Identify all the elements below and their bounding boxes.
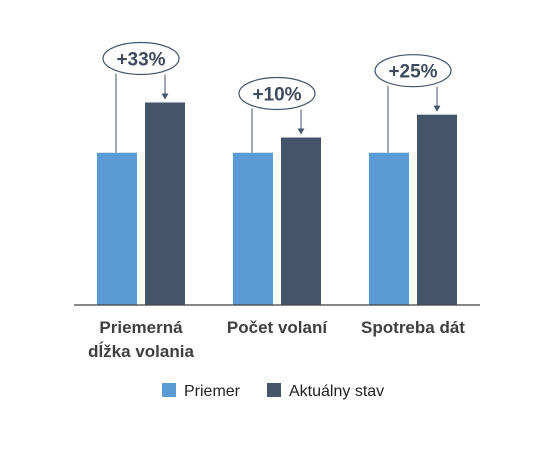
bar-aktualny-stav-2 — [417, 114, 457, 305]
legend-swatch-priemer — [162, 383, 176, 397]
category-label-0-line-1: dĺžka volania — [88, 341, 194, 361]
callout-label-2: +25% — [388, 62, 437, 83]
callout-arrowhead-1 — [297, 128, 305, 135]
callout-label-1: +10% — [252, 85, 301, 106]
legend-swatch-aktualny-stav — [267, 383, 281, 397]
bar-aktualny-stav-1 — [281, 137, 321, 305]
category-label-0-line-0: Priemerná — [99, 318, 183, 337]
legend-label-aktualny-stav: Aktuálny stav — [289, 383, 384, 400]
category-labels: Priemerná dĺžka volania Počet volaní Spotre… — [88, 318, 465, 361]
bar-priemer-2 — [369, 152, 409, 305]
category-label-1-line-0: Počet volaní — [227, 318, 328, 337]
callout-bubble-0 — [102, 41, 180, 76]
category-label-2-line-0: Spotreba dát — [361, 318, 465, 337]
callout-label-0: +33% — [116, 49, 165, 70]
bar-aktualny-stav-0 — [145, 102, 185, 306]
legend: Priemer Aktuálny stav — [162, 383, 384, 400]
callout-bubble-2 — [374, 54, 452, 88]
bar-priemer-0 — [97, 152, 137, 305]
callout-bubble-1 — [238, 76, 316, 111]
callouts-layer: +33% +10% +25% — [102, 41, 452, 153]
callout-arrowhead-0 — [161, 93, 169, 100]
legend-label-priemer: Priemer — [184, 383, 241, 400]
callout-arrowhead-2 — [433, 105, 441, 112]
bar-priemer-1 — [233, 152, 273, 305]
bars-layer — [97, 102, 457, 306]
